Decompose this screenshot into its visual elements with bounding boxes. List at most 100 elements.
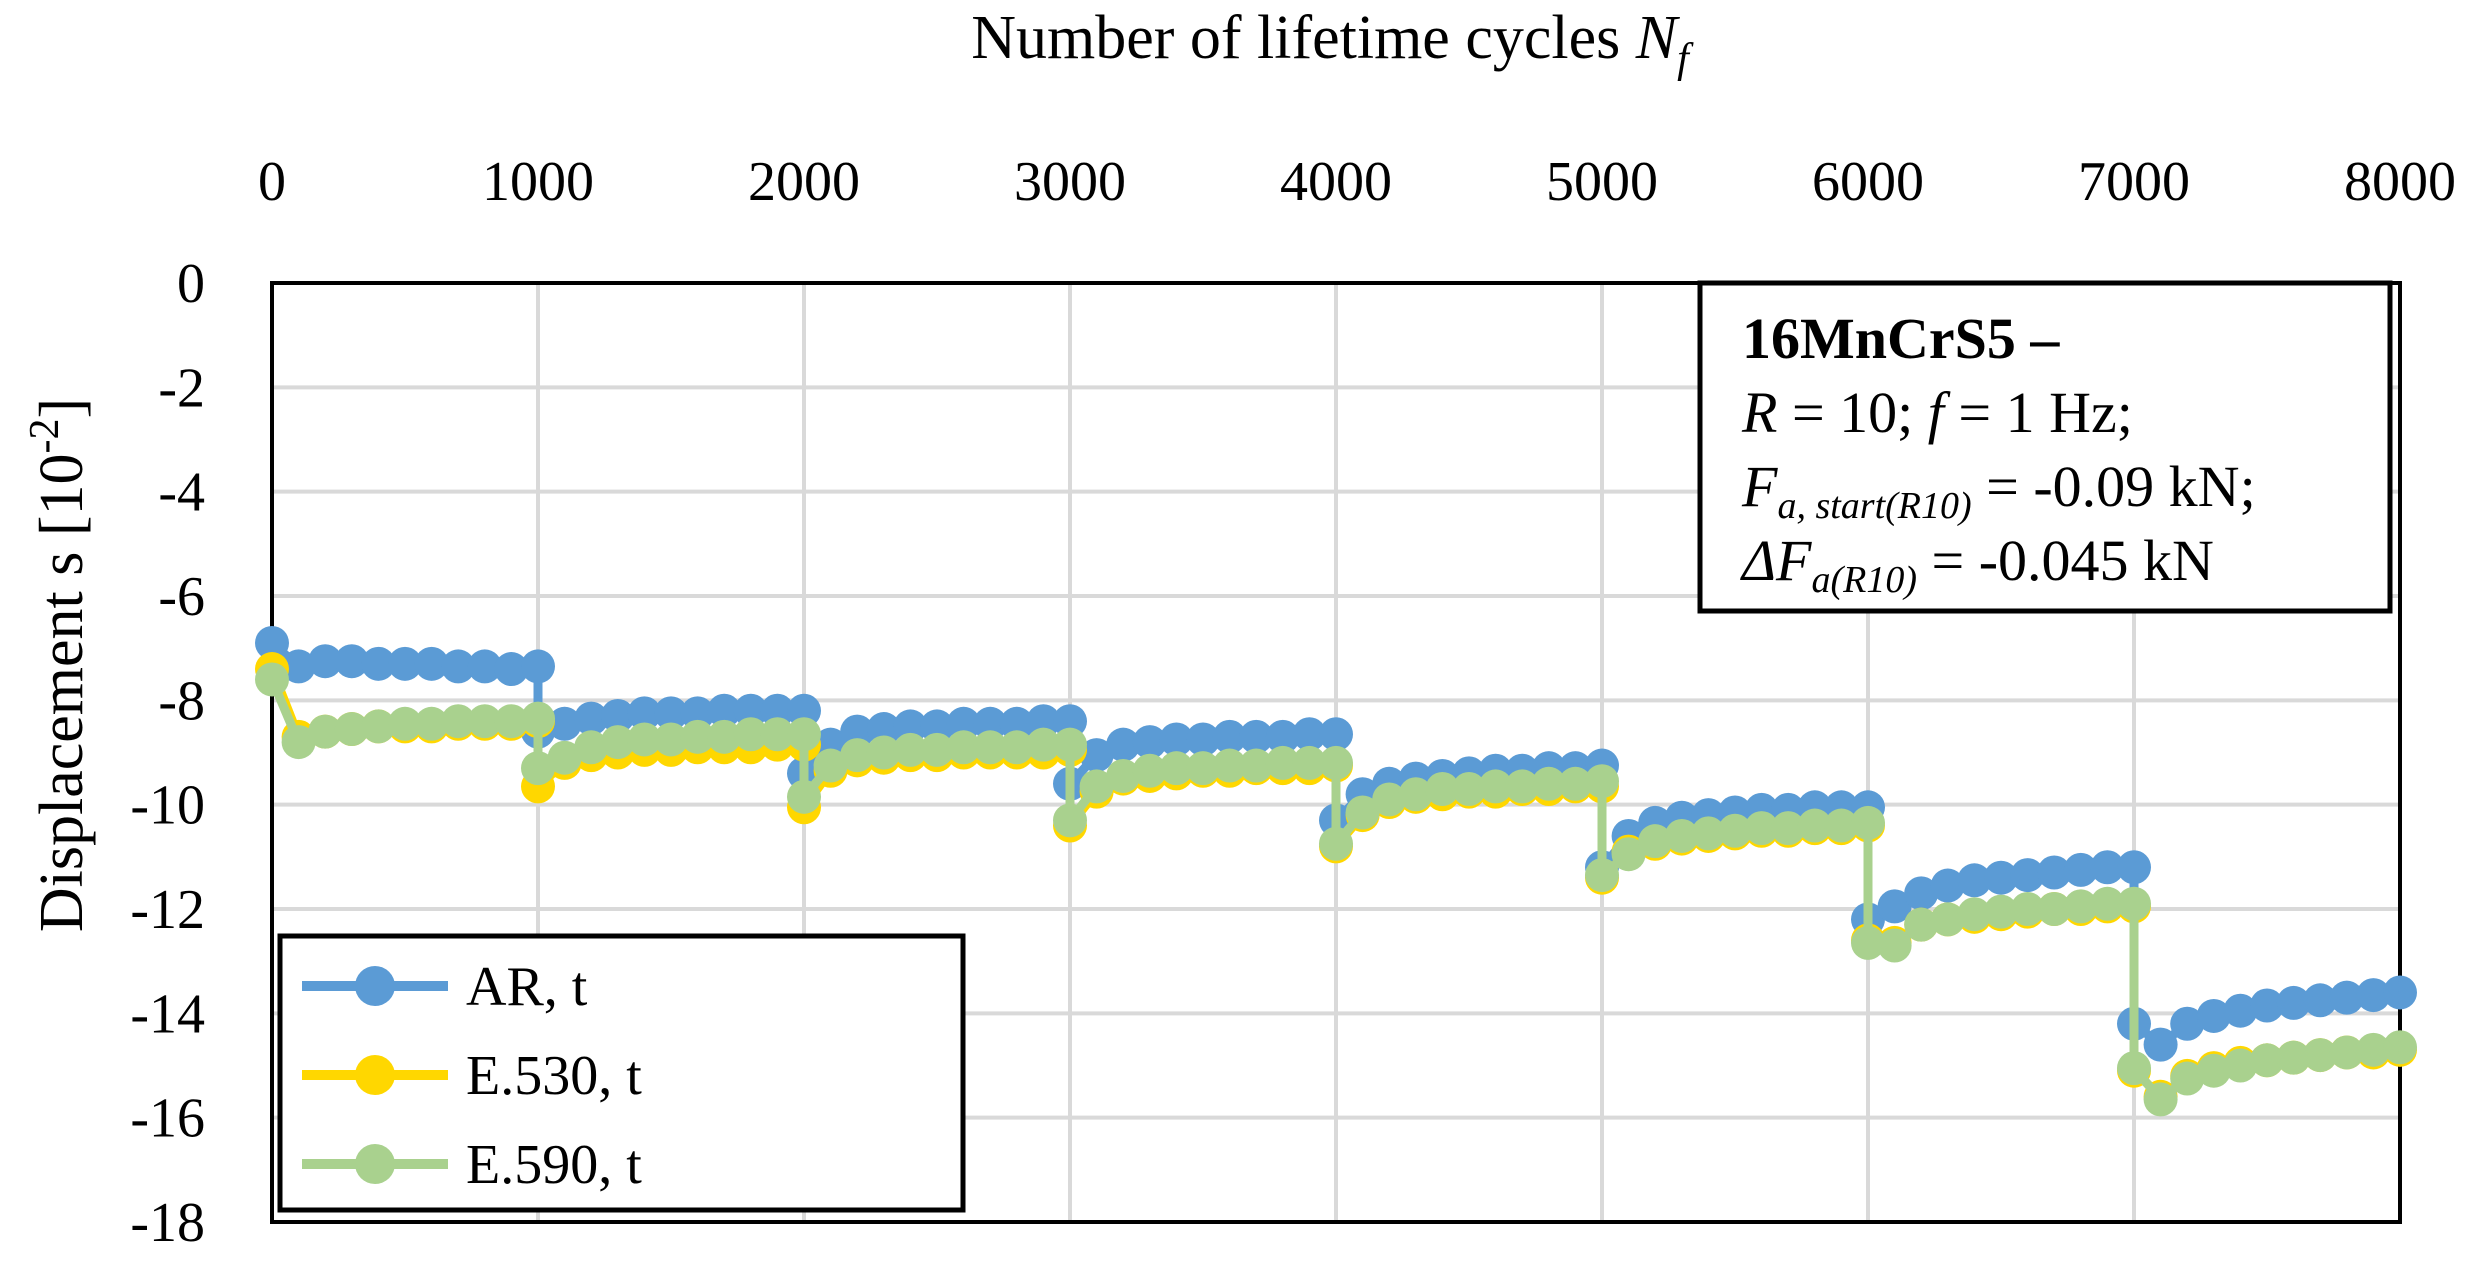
data-point bbox=[787, 779, 821, 814]
y-tick-label: -2 bbox=[158, 357, 205, 419]
data-point bbox=[654, 696, 688, 731]
data-point bbox=[1824, 808, 1859, 843]
data-point bbox=[2303, 1038, 2338, 1073]
data-point bbox=[2170, 1006, 2205, 1041]
data-point bbox=[281, 649, 316, 684]
data-point bbox=[1212, 719, 1247, 754]
data-point bbox=[2223, 993, 2258, 1028]
plot-area-frame bbox=[270, 281, 2402, 1224]
data-point bbox=[1132, 753, 1167, 788]
data-point bbox=[2090, 850, 2125, 885]
data-point bbox=[893, 709, 928, 744]
data-point bbox=[999, 706, 1034, 741]
y-axis-title-sup: -2 bbox=[22, 419, 68, 454]
data-point bbox=[813, 748, 848, 783]
data-point bbox=[1904, 876, 1939, 911]
annotation-line-1: 16MnCrS5 – bbox=[1742, 306, 2060, 371]
data-point bbox=[627, 722, 662, 757]
data-point bbox=[840, 714, 875, 749]
data-point bbox=[2250, 1043, 2284, 1078]
data-point bbox=[2063, 852, 2098, 887]
data-point bbox=[1930, 868, 1965, 903]
y-axis-title-end: ] bbox=[28, 398, 96, 419]
annotation-box: 16MnCrS5 – R = 10; f = 1 Hz; Fa, start(R… bbox=[1697, 280, 2393, 614]
data-point bbox=[361, 646, 396, 681]
data-point bbox=[334, 644, 369, 679]
data-point bbox=[1212, 748, 1247, 783]
data-point bbox=[866, 735, 901, 770]
data-point bbox=[707, 719, 742, 754]
legend-label: AR, t bbox=[466, 956, 588, 1018]
data-point bbox=[1478, 769, 1513, 804]
data-point bbox=[1345, 795, 1380, 830]
data-point bbox=[1053, 803, 1087, 838]
data-point bbox=[281, 725, 316, 760]
data-point bbox=[973, 730, 1008, 765]
legend: AR, t E.530, t E.590, t bbox=[277, 933, 966, 1213]
data-point bbox=[1186, 722, 1220, 757]
data-point bbox=[1877, 928, 1912, 963]
data-point bbox=[1585, 764, 1619, 799]
y-tick-label: -10 bbox=[130, 775, 205, 837]
data-point bbox=[414, 646, 449, 681]
data-point bbox=[308, 714, 343, 749]
data-point bbox=[787, 693, 821, 728]
data-point bbox=[1558, 766, 1593, 801]
legend-swatch-marker bbox=[355, 1055, 395, 1095]
data-point bbox=[2250, 988, 2284, 1023]
data-point bbox=[1851, 925, 1885, 960]
data-point bbox=[2010, 892, 2045, 926]
data-point bbox=[1026, 704, 1061, 739]
data-point bbox=[2329, 980, 2364, 1015]
data-point bbox=[1053, 704, 1087, 739]
data-point bbox=[388, 706, 422, 741]
data-point bbox=[1079, 738, 1114, 773]
data-point bbox=[1319, 745, 1353, 780]
data-point bbox=[1026, 727, 1061, 762]
data-point bbox=[760, 717, 795, 752]
data-point bbox=[1292, 745, 1327, 780]
data-point bbox=[1239, 719, 1274, 754]
data-point bbox=[1877, 889, 1912, 924]
data-point bbox=[521, 751, 555, 786]
data-point bbox=[973, 706, 1008, 741]
data-point bbox=[2356, 978, 2391, 1013]
data-point bbox=[1505, 769, 1540, 804]
data-point bbox=[414, 706, 449, 741]
data-point bbox=[680, 696, 715, 731]
data-point bbox=[1106, 758, 1141, 793]
data-point bbox=[2143, 1027, 2178, 1062]
data-point bbox=[1319, 826, 1353, 861]
data-point bbox=[1904, 907, 1939, 942]
x-axis-title-main: Number of lifetime cycles bbox=[971, 4, 1620, 72]
data-point bbox=[441, 649, 476, 684]
y-tick-label: -14 bbox=[130, 983, 205, 1045]
data-point bbox=[866, 712, 901, 747]
data-point bbox=[1159, 722, 1194, 757]
annotation-line-4: ΔFa(R10) = -0.045 kN bbox=[1740, 528, 2214, 601]
y-tick-label: -4 bbox=[158, 462, 205, 524]
data-point bbox=[388, 646, 422, 681]
data-point bbox=[707, 693, 742, 728]
data-point bbox=[1744, 811, 1779, 846]
data-point bbox=[1106, 727, 1141, 762]
series-2 bbox=[255, 662, 2417, 1117]
data-point bbox=[1372, 782, 1407, 817]
data-point bbox=[600, 698, 635, 733]
x-tick-label: 2000 bbox=[748, 151, 860, 213]
data-point bbox=[1531, 766, 1566, 801]
data-point bbox=[574, 701, 609, 736]
data-point bbox=[1132, 725, 1167, 760]
data-point bbox=[1611, 837, 1646, 872]
data-point bbox=[2356, 1032, 2391, 1067]
y-tick-label: -16 bbox=[130, 1088, 205, 1150]
y-tick-label: -6 bbox=[158, 566, 205, 628]
data-point bbox=[334, 712, 369, 747]
data-point bbox=[1452, 772, 1486, 807]
data-point bbox=[654, 722, 688, 757]
data-point bbox=[2276, 985, 2311, 1020]
data-point bbox=[441, 704, 476, 739]
data-point bbox=[2196, 1053, 2231, 1088]
data-point bbox=[467, 704, 502, 739]
